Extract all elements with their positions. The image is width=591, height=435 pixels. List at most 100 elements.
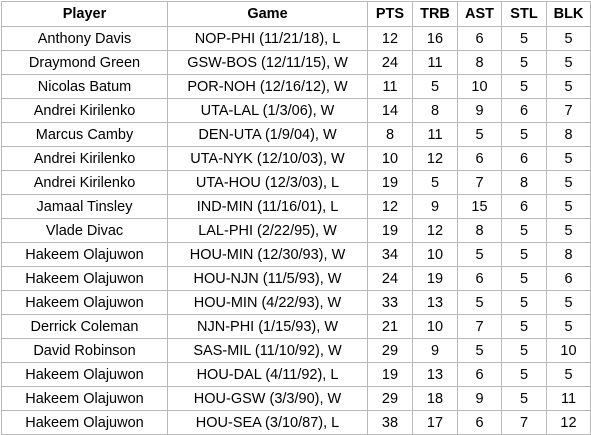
cell-player: Hakeem Olajuwon [1, 266, 168, 291]
header-player: Player [1, 1, 168, 27]
cell-player: Hakeem Olajuwon [1, 290, 168, 315]
cell-trb: 13 [412, 290, 458, 315]
cell-player: Anthony Davis [1, 26, 168, 51]
cell-blk: 7 [546, 98, 591, 123]
cell-trb: 9 [412, 338, 458, 363]
cell-player: Hakeem Olajuwon [1, 362, 168, 387]
cell-pts: 11 [367, 74, 413, 99]
cell-stl: 5 [501, 362, 547, 387]
table-row: Andrei Kirilenko UTA-LAL (1/3/06), W 14 8 9 6… [1, 98, 591, 123]
cell-pts: 12 [367, 194, 413, 219]
cell-ast: 5 [457, 290, 502, 315]
cell-trb: 12 [412, 146, 458, 171]
cell-trb: 12 [412, 218, 458, 243]
header-stl: STL [501, 1, 547, 27]
cell-stl: 5 [501, 386, 547, 411]
cell-game: HOU-MIN (4/22/93), W [167, 290, 368, 315]
table-row: Draymond Green GSW-BOS (12/11/15), W 24 11 8… [1, 50, 591, 75]
cell-stl: 5 [501, 338, 547, 363]
cell-blk: 8 [546, 242, 591, 267]
cell-game: HOU-DAL (4/11/92), L [167, 362, 368, 387]
cell-game: HOU-MIN (12/30/93), W [167, 242, 368, 267]
cell-pts: 19 [367, 218, 413, 243]
cell-trb: 8 [412, 98, 458, 123]
cell-trb: 17 [412, 410, 458, 435]
cell-game: NOP-PHI (11/21/18), L [167, 26, 368, 51]
table-row: Hakeem Olajuwon HOU-GSW (3/3/90), W 29 18 9 5… [1, 386, 591, 411]
cell-stl: 7 [501, 410, 547, 435]
cell-pts: 29 [367, 338, 413, 363]
cell-stl: 8 [501, 170, 547, 195]
cell-pts: 38 [367, 410, 413, 435]
cell-trb: 18 [412, 386, 458, 411]
cell-blk: 5 [546, 74, 591, 99]
cell-trb: 5 [412, 74, 458, 99]
cell-ast: 5 [457, 242, 502, 267]
cell-game: UTA-NYK (12/10/03), W [167, 146, 368, 171]
cell-ast: 5 [457, 122, 502, 147]
cell-ast: 8 [457, 218, 502, 243]
cell-stl: 5 [501, 122, 547, 147]
cell-player: Hakeem Olajuwon [1, 242, 168, 267]
table-row: Andrei Kirilenko UTA-NYK (12/10/03), W 10 1… [1, 146, 591, 171]
table-row: Jamaal Tinsley IND-MIN (11/16/01), L 12 9 15… [1, 194, 591, 219]
cell-ast: 6 [457, 266, 502, 291]
cell-stl: 5 [501, 26, 547, 51]
table-row: Hakeem Olajuwon HOU-NJN (11/5/93), W 24 19 6… [1, 266, 591, 291]
cell-stl: 5 [501, 74, 547, 99]
cell-player: Hakeem Olajuwon [1, 410, 168, 435]
table-row: Vlade Divac LAL-PHI (2/22/95), W 19 12 8 5 5 [1, 218, 591, 243]
cell-stl: 5 [501, 314, 547, 339]
cell-trb: 11 [412, 50, 458, 75]
cell-blk: 8 [546, 122, 591, 147]
cell-game: IND-MIN (11/16/01), L [167, 194, 368, 219]
cell-game: NJN-PHI (1/15/93), W [167, 314, 368, 339]
cell-stl: 5 [501, 218, 547, 243]
cell-ast: 8 [457, 50, 502, 75]
cell-stl: 6 [501, 194, 547, 219]
table-body: Anthony Davis NOP-PHI (11/21/18), L 12 16 6 5… [1, 26, 591, 435]
cell-trb: 19 [412, 266, 458, 291]
table-row: Marcus Camby DEN-UTA (1/9/04), W 8 11 5 5 8 [1, 122, 591, 147]
cell-player: Andrei Kirilenko [1, 98, 168, 123]
cell-game: UTA-LAL (1/3/06), W [167, 98, 368, 123]
cell-ast: 7 [457, 170, 502, 195]
cell-ast: 9 [457, 98, 502, 123]
cell-trb: 5 [412, 170, 458, 195]
cell-pts: 19 [367, 362, 413, 387]
cell-pts: 24 [367, 266, 413, 291]
cell-game: LAL-PHI (2/22/95), W [167, 218, 368, 243]
table-row: Hakeem Olajuwon HOU-MIN (4/22/93), W 33 13 5… [1, 290, 591, 315]
cell-trb: 11 [412, 122, 458, 147]
cell-ast: 9 [457, 386, 502, 411]
table-row: Andrei Kirilenko UTA-HOU (12/3/03), L 19 5 7… [1, 170, 591, 195]
cell-ast: 6 [457, 146, 502, 171]
cell-player: Nicolas Batum [1, 74, 168, 99]
cell-blk: 5 [546, 50, 591, 75]
cell-ast: 6 [457, 362, 502, 387]
cell-pts: 34 [367, 242, 413, 267]
cell-pts: 8 [367, 122, 413, 147]
cell-blk: 5 [546, 290, 591, 315]
table-row: Nicolas Batum POR-NOH (12/16/12), W 11 5 10 5… [1, 74, 591, 99]
cell-stl: 6 [501, 98, 547, 123]
cell-trb: 10 [412, 242, 458, 267]
cell-ast: 7 [457, 314, 502, 339]
cell-pts: 21 [367, 314, 413, 339]
cell-blk: 11 [546, 386, 591, 411]
cell-ast: 15 [457, 194, 502, 219]
cell-game: HOU-GSW (3/3/90), W [167, 386, 368, 411]
cell-pts: 33 [367, 290, 413, 315]
cell-stl: 5 [501, 290, 547, 315]
cell-blk: 5 [546, 170, 591, 195]
cell-stl: 5 [501, 50, 547, 75]
cell-ast: 6 [457, 410, 502, 435]
cell-stl: 6 [501, 146, 547, 171]
cell-player: Jamaal Tinsley [1, 194, 168, 219]
cell-player: Draymond Green [1, 50, 168, 75]
cell-game: POR-NOH (12/16/12), W [167, 74, 368, 99]
header-blk: BLK [546, 1, 591, 27]
table-row: Hakeem Olajuwon HOU-MIN (12/30/93), W 34 10… [1, 242, 591, 267]
cell-trb: 16 [412, 26, 458, 51]
